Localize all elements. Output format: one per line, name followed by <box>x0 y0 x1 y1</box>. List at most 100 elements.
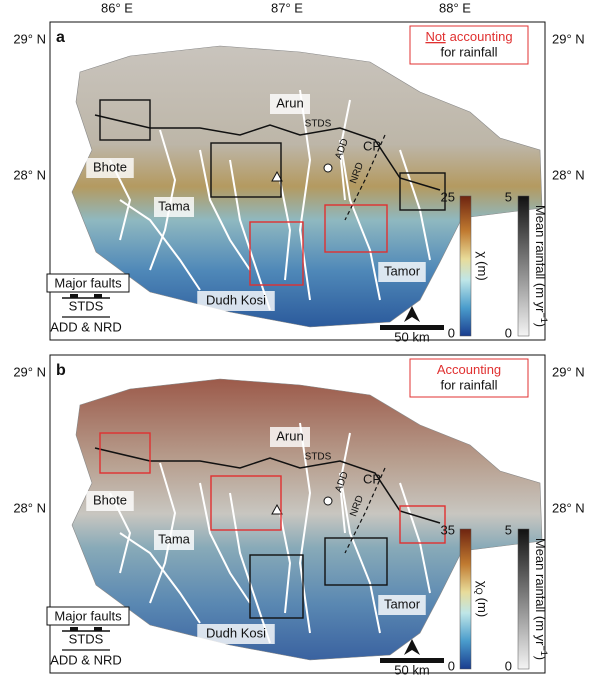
note-text: Accounting <box>437 362 501 377</box>
study-box <box>324 537 388 586</box>
legend-title: Major faults <box>54 608 122 623</box>
latitude-label: 29° N <box>552 31 585 46</box>
rain-close: ) <box>533 656 548 660</box>
river-boundary <box>199 482 251 604</box>
site-marker <box>271 170 283 182</box>
latitude-label: 28° N <box>13 500 46 515</box>
north-arrow <box>404 306 420 322</box>
scale-label: 50 km <box>394 329 429 344</box>
latitude-label: 29° N <box>13 31 46 46</box>
rain-tick: 0 <box>505 325 512 340</box>
river-boundary <box>298 422 312 634</box>
river-boundary <box>339 472 381 634</box>
latitude-label: 29° N <box>552 364 585 379</box>
chi-tick: 0 <box>448 325 455 340</box>
site-marker <box>323 496 333 506</box>
fault-add <box>344 134 386 221</box>
latitude-label: 28° N <box>552 167 585 182</box>
chi-colorbar <box>459 528 472 670</box>
chi-subscript: Q <box>474 588 484 595</box>
chi-unit: (m) <box>475 261 490 281</box>
study-box <box>210 142 282 198</box>
note-box <box>409 25 529 65</box>
river-boundary <box>338 432 351 534</box>
chi-tick: 35 <box>441 522 455 537</box>
rain-close: ) <box>533 323 548 327</box>
legend-tooth <box>70 627 78 631</box>
place-label: Bhote <box>93 492 127 507</box>
rain-tick: 5 <box>505 522 512 537</box>
study-box <box>99 99 151 141</box>
study-box <box>210 475 282 531</box>
fault-label: CP <box>363 471 381 486</box>
river-boundary <box>279 512 292 614</box>
note-line: for rainfall <box>440 377 497 392</box>
place-label: Dudh Kosi <box>206 625 266 640</box>
rain-label: Mean rainfall (m yr−1) <box>533 538 549 660</box>
note-line: for rainfall <box>440 44 497 59</box>
note-emphasis: Not <box>425 29 446 44</box>
note-box <box>409 358 529 398</box>
latitude-label: 29° N <box>13 364 46 379</box>
rain-tick: 5 <box>505 189 512 204</box>
rain-text: Mean rainfall (m yr <box>533 205 548 313</box>
fault-label: STDS <box>305 452 332 463</box>
study-box <box>99 432 151 474</box>
note-text: accounting <box>450 29 513 44</box>
legend-item: STDS <box>69 631 104 646</box>
place-bg <box>86 158 134 178</box>
place-bg <box>154 530 194 550</box>
chi-label: χQ (m) <box>474 581 490 617</box>
place-bg <box>197 291 275 311</box>
legend-item: ADD & NRD <box>50 652 122 667</box>
scale-bar <box>380 658 444 663</box>
legend-tooth <box>94 294 102 298</box>
chi-label: χ (m) <box>475 251 490 280</box>
chi-unit: (m) <box>475 598 490 618</box>
place-label: Tamor <box>384 263 421 278</box>
rain-label: Mean rainfall (m yr−1) <box>533 205 549 327</box>
rain-text: Mean rainfall (m yr <box>533 538 548 646</box>
legend-tooth <box>94 627 102 631</box>
panel-label: b <box>56 362 66 379</box>
river-boundary <box>298 89 312 301</box>
longitude-label: 86° E <box>101 0 133 15</box>
fault-stds <box>94 447 441 524</box>
legend-item: ADD & NRD <box>50 319 122 334</box>
legend-item: STDS <box>69 298 104 313</box>
study-box <box>324 204 388 253</box>
river-boundary <box>339 139 381 301</box>
legend-box <box>46 606 130 626</box>
legend-tooth <box>70 294 78 298</box>
study-box <box>399 172 446 211</box>
site-marker <box>271 503 283 515</box>
rain-sup: −1 <box>539 313 549 323</box>
place-bg <box>270 427 310 447</box>
chi-colorbar <box>459 195 472 337</box>
place-label: Arun <box>276 95 303 110</box>
note-line: Not accounting <box>425 29 512 44</box>
chi-symbol: χ <box>475 581 490 588</box>
place-label: Tama <box>158 198 191 213</box>
rain-tick: 0 <box>505 658 512 673</box>
place-bg <box>378 595 426 615</box>
legend-title: Major faults <box>54 275 122 290</box>
study-box <box>399 505 446 544</box>
place-bg <box>378 262 426 282</box>
place-label: Bhote <box>93 159 127 174</box>
river-boundary <box>338 99 351 201</box>
place-bg <box>270 94 310 114</box>
latitude-label: 28° N <box>13 167 46 182</box>
site-marker <box>323 163 333 173</box>
place-label: Arun <box>276 428 303 443</box>
fault-label: STDS <box>305 119 332 130</box>
latitude-label: 28° N <box>552 500 585 515</box>
longitude-label: 87° E <box>271 0 303 15</box>
place-bg <box>154 197 194 217</box>
fault-stds <box>94 114 441 191</box>
fault-add <box>344 467 386 554</box>
place-label: Dudh Kosi <box>206 292 266 307</box>
chi-symbol: χ <box>475 251 490 258</box>
